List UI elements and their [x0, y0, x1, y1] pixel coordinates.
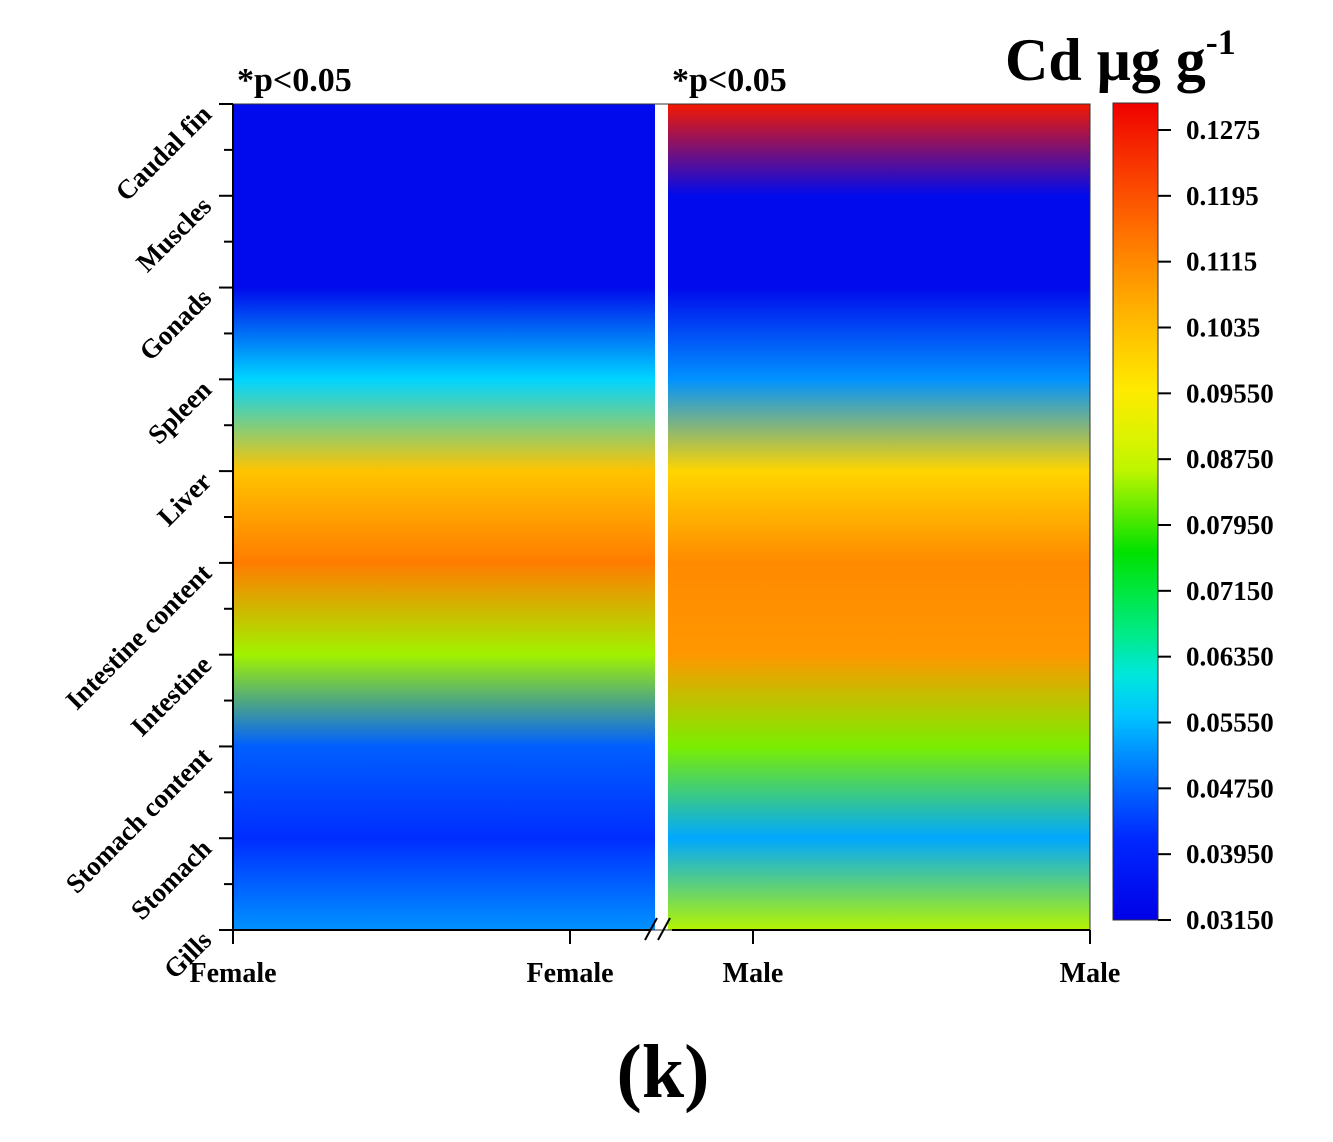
colorbar-title-main: Cd μg g	[1005, 27, 1206, 93]
y-tick-label: Stomach	[125, 833, 217, 925]
y-tick-label: Liver	[151, 466, 217, 532]
x-tick-label: Male	[723, 958, 784, 989]
colorbar-title: Cd μg g-1	[1005, 22, 1236, 93]
colorbar-title-superscript: -1	[1206, 22, 1236, 62]
colorbar-tick-label: 0.08750	[1186, 444, 1274, 474]
x-tick-label: Female	[189, 958, 276, 989]
y-tick-label: Gonads	[133, 283, 217, 367]
colorbar-tick-label: 0.1275	[1186, 115, 1260, 145]
annotation-left: *p<0.05	[237, 62, 352, 99]
x-tick-label: Female	[526, 958, 613, 989]
colorbar-tick-label: 0.07150	[1186, 576, 1274, 606]
colorbar	[1112, 102, 1159, 921]
y-tick-label: Caudal fin	[110, 99, 218, 207]
annotation-right: *p<0.05	[672, 62, 787, 99]
panel-label: (k)	[617, 1030, 710, 1114]
y-tick-label: Intestine	[125, 650, 217, 742]
male-band	[663, 104, 1090, 930]
colorbar-tick-label: 0.1195	[1186, 181, 1259, 211]
colorbar-tick-label: 0.04750	[1186, 773, 1274, 803]
y-tick-label: Spleen	[142, 374, 217, 449]
axis-break-gap	[655, 104, 668, 930]
colorbar-tick-label: 0.09550	[1186, 378, 1274, 408]
colorbar-tick-label: 0.05550	[1186, 708, 1274, 738]
colorbar-tick-label: 0.1115	[1186, 247, 1257, 277]
colorbar-tick-label: 0.03950	[1186, 839, 1274, 869]
colorbar-tick-label: 0.03150	[1186, 905, 1274, 935]
female-band	[233, 104, 663, 930]
axis-break-icon	[644, 917, 671, 941]
y-tick-label: Muscles	[130, 191, 217, 278]
plot-area	[233, 104, 1090, 930]
colorbar-tick-label: 0.06350	[1186, 642, 1274, 672]
colorbar-tick-label: 0.07950	[1186, 510, 1274, 540]
colorbar-tick-label: 0.1035	[1186, 313, 1260, 343]
x-tick-label: Male	[1060, 958, 1121, 989]
